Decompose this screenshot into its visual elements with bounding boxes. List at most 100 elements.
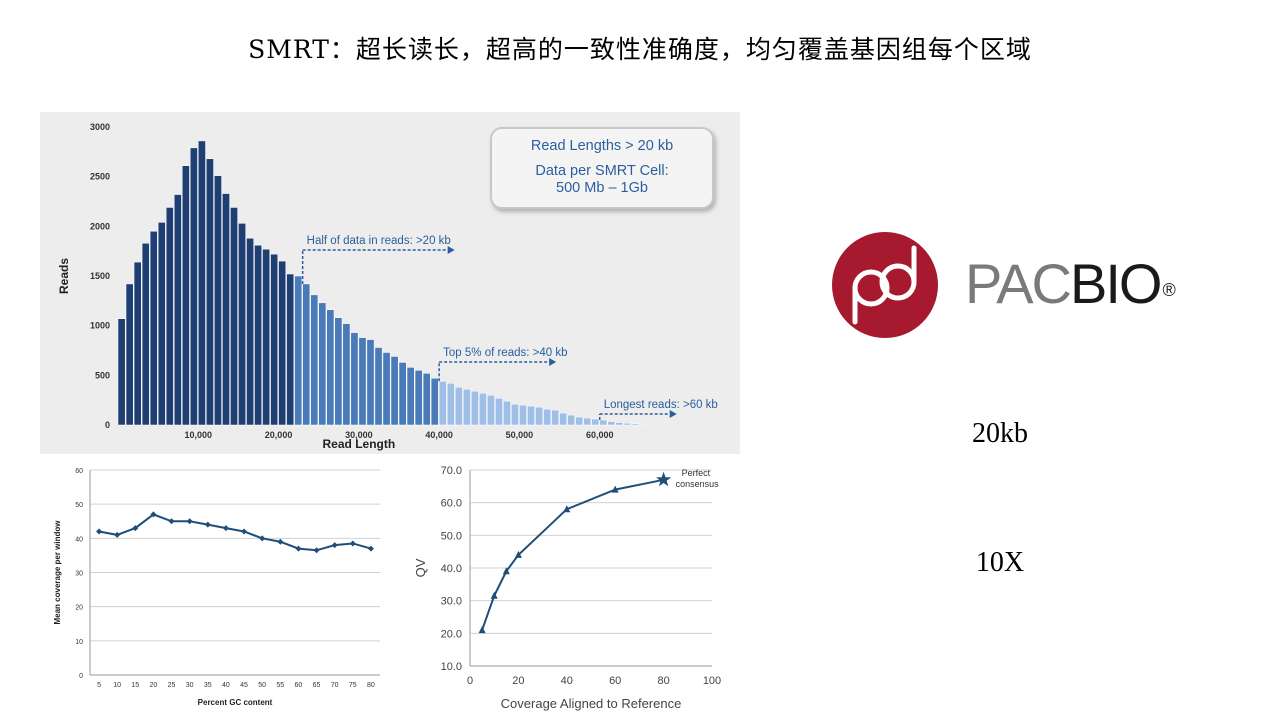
histogram-bar	[149, 231, 158, 426]
histogram-bar	[342, 323, 351, 426]
y-tick-label: 0	[79, 673, 83, 680]
coverage-point	[295, 545, 302, 552]
histogram-bar	[422, 373, 431, 426]
x-tick-label: 40	[222, 682, 230, 689]
histogram-bar	[262, 248, 270, 426]
histogram-bar	[206, 158, 214, 426]
histogram-bar	[511, 403, 519, 426]
qv-point	[502, 567, 510, 575]
coverage-label: 10X	[975, 547, 1025, 578]
histogram-bar	[270, 253, 279, 426]
histogram-bar	[141, 242, 150, 426]
y-tick-label: 20	[75, 605, 83, 612]
histogram-bar	[157, 222, 166, 426]
histogram-bar	[559, 412, 568, 426]
x-tick-label: 55	[276, 682, 284, 689]
y-tick-label: 0	[105, 420, 110, 430]
histogram-bar	[623, 422, 632, 426]
histogram-bar	[398, 362, 407, 426]
y-tick-label: 60	[75, 468, 83, 475]
histogram-bar	[190, 147, 198, 426]
y-tick-label: 10	[75, 639, 83, 646]
histogram-bar	[181, 165, 190, 426]
histogram-bar	[382, 352, 391, 426]
histogram-bar	[366, 339, 375, 426]
annotation-label: Half of data in reads: >20 kb	[307, 235, 451, 247]
info-data-per-cell: Data per SMRT Cell:	[535, 163, 669, 179]
x-tick-label: 15	[131, 682, 139, 689]
coverage-point	[331, 542, 338, 549]
y-tick-label: 2500	[90, 172, 110, 182]
histogram-bar	[310, 294, 319, 426]
histogram-bar	[615, 422, 624, 426]
histogram-bar	[254, 244, 262, 426]
x-axis-label: Coverage Aligned to Reference	[501, 696, 682, 711]
coverage-point	[114, 531, 121, 538]
x-tick-label: 20,000	[265, 430, 293, 440]
histogram-bar	[599, 419, 608, 426]
y-tick-label: 10.0	[441, 661, 462, 673]
histogram-bar	[214, 175, 222, 426]
x-tick-label: 60	[295, 682, 303, 689]
histogram-bar	[591, 418, 600, 426]
y-tick-label: 3000	[90, 122, 110, 132]
x-tick-label: 10	[113, 682, 121, 689]
y-tick-label: 40.0	[441, 563, 462, 575]
histogram-bar	[567, 414, 576, 426]
x-tick-label: 60,000	[586, 430, 614, 440]
pacbio-logo: PACBIO ®	[830, 230, 1190, 340]
y-tick-label: 60.0	[441, 498, 462, 510]
histogram-bar	[222, 193, 230, 426]
histogram-bar	[446, 383, 455, 426]
histogram-bar	[487, 394, 495, 426]
coverage-point	[349, 540, 356, 547]
annotation-arrowhead	[549, 358, 557, 366]
histogram-bar	[607, 421, 616, 426]
histogram-bar	[543, 408, 551, 426]
y-tick-label: 30.0	[441, 596, 462, 608]
histogram-bar	[414, 370, 423, 426]
histogram-bar	[133, 261, 142, 426]
histogram-bar	[334, 317, 343, 426]
histogram-bar	[519, 404, 527, 426]
x-tick-label: 70	[331, 682, 339, 689]
x-tick-label: 80	[657, 675, 669, 687]
x-tick-label: 20	[512, 675, 524, 687]
coverage-point	[96, 528, 103, 535]
y-tick-label: 2000	[90, 221, 110, 231]
x-axis-label: Percent GC content	[198, 698, 273, 707]
histogram-bar	[503, 400, 511, 426]
histogram-bar	[438, 381, 447, 426]
annotation-label: Top 5% of reads: >40 kb	[443, 347, 567, 359]
x-tick-label: 30	[186, 682, 194, 689]
histogram-bar	[286, 273, 295, 426]
x-tick-label: 45	[240, 682, 248, 689]
x-tick-label: 75	[349, 682, 357, 689]
histogram-bar	[430, 378, 439, 426]
annotation-line1: Perfect	[682, 468, 711, 478]
histogram-bar	[406, 367, 415, 426]
y-tick-label: 70.0	[441, 465, 462, 477]
histogram-bar	[479, 392, 487, 426]
histogram-bar	[278, 260, 287, 426]
x-tick-label: 25	[168, 682, 176, 689]
histogram-bar	[318, 302, 327, 426]
coverage-point	[367, 545, 374, 552]
y-axis-label: Mean coverage per window	[53, 520, 62, 625]
histogram-bar	[583, 417, 592, 426]
y-tick-label: 40	[75, 536, 83, 543]
histogram-bar	[117, 318, 126, 426]
x-tick-label: 40	[561, 675, 573, 687]
histogram-bar	[238, 223, 246, 426]
info-data-range: 500 Mb – 1Gb	[556, 180, 648, 196]
pacbio-wordmark: PACBIO ®	[965, 252, 1176, 315]
coverage-point	[186, 518, 193, 525]
y-tick-label: 50	[75, 502, 83, 509]
histogram-bar	[358, 337, 367, 426]
x-tick-label: 40,000	[425, 430, 453, 440]
histogram-bar	[390, 356, 399, 426]
x-axis-label: Read Length	[323, 437, 396, 451]
histogram-bar	[471, 390, 479, 426]
y-tick-label: 1000	[90, 321, 110, 331]
qv-point	[563, 505, 571, 513]
